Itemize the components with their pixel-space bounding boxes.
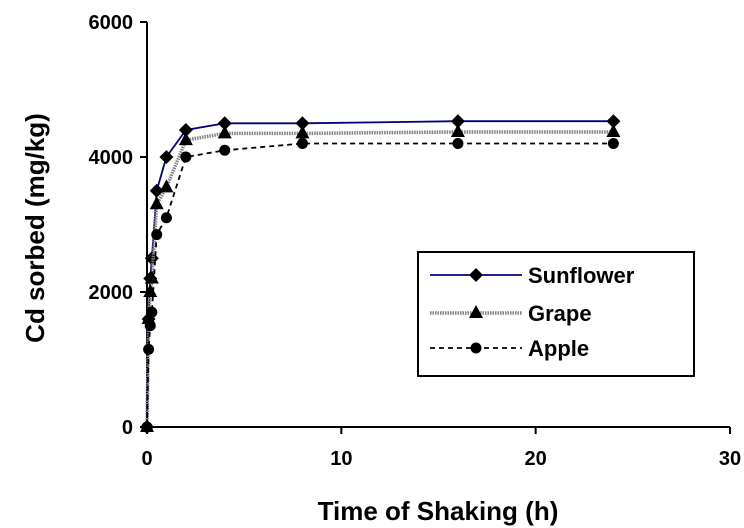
data-point-apple [180, 151, 192, 163]
series-apple [141, 138, 619, 433]
legend-marker-grape [469, 305, 483, 318]
data-point-grape [178, 132, 193, 146]
y-tick-label: 2000 [89, 282, 134, 304]
legend: Sunflower Grape Apple [417, 251, 695, 377]
x-axis-title: Time of Shaking (h) [318, 496, 559, 526]
legend-label-apple: Apple [528, 336, 589, 361]
data-point-apple [151, 229, 163, 241]
series-layer [140, 114, 621, 434]
y-tick-label: 0 [122, 417, 133, 439]
data-point-apple [160, 212, 172, 224]
data-point-sunflower [295, 116, 310, 131]
y-tick-label: 6000 [89, 12, 134, 34]
legend-marker-sunflower [469, 268, 483, 282]
data-point-apple [296, 138, 308, 149]
data-point-apple [146, 306, 158, 318]
data-point-apple [144, 320, 156, 332]
data-point-grape [149, 196, 164, 210]
data-point-sunflower [606, 114, 621, 129]
x-tick-label: 10 [330, 448, 352, 470]
data-point-grape [144, 270, 159, 284]
data-point-sunflower [149, 183, 164, 198]
data-point-apple [607, 138, 619, 149]
series-line-apple [146, 142, 614, 428]
legend-label-grape: Grape [528, 301, 592, 326]
data-point-apple [141, 421, 153, 433]
x-tick-label: 20 [525, 448, 547, 470]
data-point-grape [606, 124, 621, 138]
data-point-sunflower [178, 123, 193, 137]
y-axis-title: Cd sorbed (mg/kg) [20, 113, 50, 343]
x-tick-label: 0 [141, 448, 152, 470]
data-point-sunflower [159, 150, 174, 164]
data-point-grape [217, 125, 232, 139]
data-point-grape [159, 179, 174, 193]
data-point-apple [143, 343, 155, 355]
y-tick-label: 4000 [89, 147, 134, 169]
data-point-sunflower [217, 116, 232, 131]
data-point-grape [295, 125, 310, 139]
data-point-grape [450, 124, 465, 138]
data-point-grape [143, 284, 158, 297]
data-point-apple [452, 138, 464, 149]
legend-marker-apple [470, 342, 482, 354]
legend-label-sunflower: Sunflower [528, 263, 635, 288]
axes: 0 2000 4000 6000 0 10 20 30 [89, 12, 742, 470]
data-point-sunflower [450, 114, 465, 129]
x-tick-label: 30 [719, 448, 741, 470]
data-point-apple [219, 144, 231, 156]
